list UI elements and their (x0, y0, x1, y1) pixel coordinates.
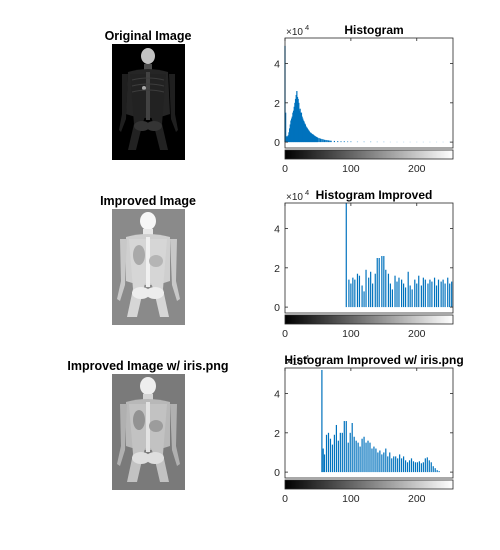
grayscale-colorbar (284, 314, 454, 325)
y-tick-label: 4 (274, 59, 280, 71)
grayscale-colorbar (284, 149, 454, 160)
x-tick-label: 100 (342, 493, 360, 505)
y-tick-label: 4 (274, 224, 280, 236)
axes-box (284, 367, 454, 479)
exponent-label: ×10 (286, 192, 303, 203)
y-tick-label: 0 (274, 467, 280, 479)
original-image-title: Original Image (104, 29, 192, 43)
original-image (112, 44, 185, 160)
chart-title: Histogram Improved (316, 188, 433, 202)
improved-iris-image-title: Improved Image w/ iris.png (67, 359, 229, 373)
axes-box (284, 202, 454, 314)
y-tick-label: 2 (274, 428, 280, 440)
exponent-label: ×10 (286, 357, 303, 368)
y-tick-label: 2 (274, 98, 280, 110)
y-tick-label: 0 (274, 137, 280, 149)
x-tick-label: 200 (408, 493, 426, 505)
grayscale-colorbar (284, 479, 454, 490)
improved-iris-image (112, 374, 185, 490)
y-tick-label: 0 (274, 302, 280, 314)
exponent-power: 4 (305, 353, 309, 362)
x-tick-label: 0 (282, 328, 288, 340)
chart-title: Histogram Improved w/ iris.png (284, 353, 463, 367)
x-tick-label: 200 (408, 163, 426, 175)
axes-box (284, 37, 454, 149)
exponent-label: ×10 (286, 27, 303, 38)
x-tick-label: 100 (342, 328, 360, 340)
improved-image-title: Improved Image (100, 194, 196, 208)
improved-image (112, 209, 185, 325)
x-tick-label: 0 (282, 493, 288, 505)
exponent-power: 4 (305, 188, 309, 197)
chart-title: Histogram (344, 23, 403, 37)
plot-area (285, 38, 453, 148)
histogram-bars (321, 369, 440, 473)
histogram-bars (345, 203, 453, 308)
x-tick-label: 0 (282, 163, 288, 175)
exponent-power: 4 (305, 23, 309, 32)
x-tick-label: 100 (342, 163, 360, 175)
x-tick-label: 200 (408, 328, 426, 340)
y-tick-label: 2 (274, 263, 280, 275)
y-tick-label: 4 (274, 389, 280, 401)
